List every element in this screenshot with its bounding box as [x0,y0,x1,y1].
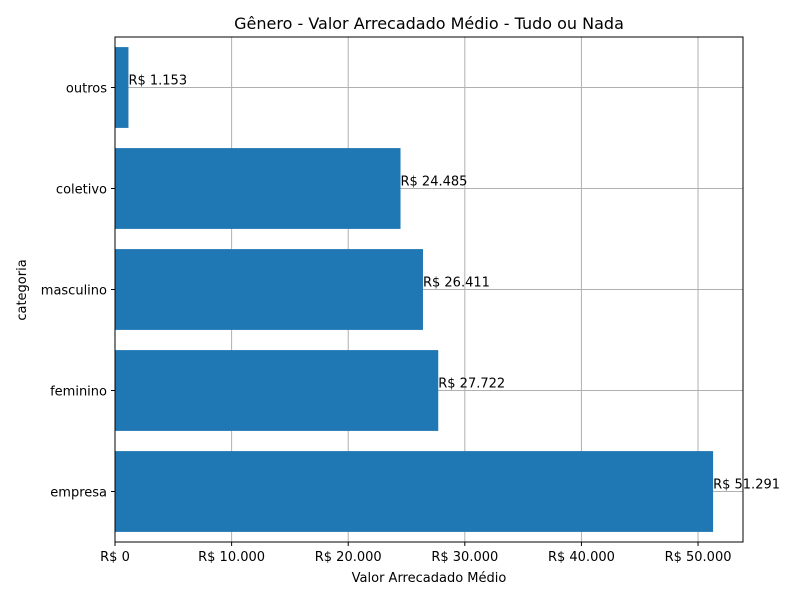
y-tick-label: empresa [50,486,107,501]
y-tick-label: outros [66,82,107,97]
bar-empresa [115,451,714,532]
y-tick-label: masculino [41,284,107,299]
bar-coletivo [115,148,401,229]
x-tick-label: R$ 50.000 [665,550,732,565]
x-axis-label: Valor Arrecadado Médio [352,571,507,586]
y-tick-label: feminino [50,385,107,400]
bar-masculino [115,249,423,330]
x-tick-label: R$ 20.000 [315,550,382,565]
data-label-empresa: R$ 51.291 [713,478,780,493]
x-tick-label: R$ 0 [100,550,130,565]
data-label-masculino: R$ 26.411 [423,276,490,291]
x-tick-label: R$ 30.000 [431,550,498,565]
data-labels-layer: R$ 51.291 R$ 27.722 R$ 26.411 R$ 24.485 R$ 1… [128,74,780,493]
bar-feminino [115,350,439,431]
x-axis: R$ 0 R$ 10.000 R$ 20.000 R$ 30.000 R$ 40.000… [100,542,732,565]
y-tick-label: coletivo [56,183,107,198]
chart-title: Gênero - Valor Arrecadado Médio - Tudo o… [234,14,624,33]
x-tick-label: R$ 10.000 [198,550,265,565]
y-axis: empresa feminino masculino coletivo outros [41,82,115,501]
bar-outros [115,47,129,128]
data-label-feminino: R$ 27.722 [438,377,505,392]
x-tick-label: R$ 40.000 [548,550,615,565]
y-axis-label: categoria [15,259,30,320]
data-label-outros: R$ 1.153 [128,74,187,89]
data-label-coletivo: R$ 24.485 [401,175,468,190]
bars-layer [115,47,714,532]
